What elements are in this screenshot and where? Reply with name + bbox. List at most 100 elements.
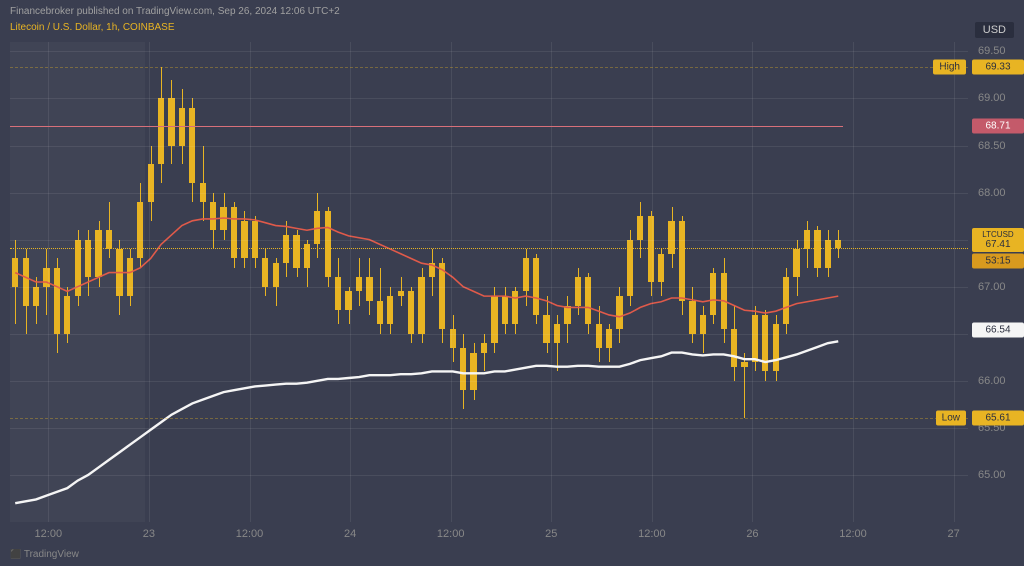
countdown-badge: 53:15: [972, 254, 1024, 269]
candle-body: [439, 263, 445, 329]
current-price-badge: LTCUSD67.41: [972, 228, 1024, 252]
ma-white-badge: 66.54: [972, 323, 1024, 338]
y-tick-label: 69.50: [972, 45, 1024, 57]
candle-body: [127, 258, 133, 296]
chart-container: Financebroker published on TradingView.c…: [0, 0, 1024, 566]
candle-body: [95, 230, 101, 277]
candle-body: [585, 277, 591, 324]
candle-body: [596, 324, 602, 348]
candle-body: [679, 221, 685, 301]
resistance-badge: 68.71: [972, 118, 1024, 133]
x-tick-label: 25: [545, 528, 557, 540]
candle-body: [741, 362, 747, 367]
candle-body: [721, 273, 727, 329]
candle-body: [158, 98, 164, 164]
grid-line: [149, 42, 150, 522]
candle-body: [658, 254, 664, 282]
candle-body: [85, 240, 91, 278]
candle-body: [575, 277, 581, 305]
candle-body: [637, 216, 643, 240]
grid-line: [250, 42, 251, 522]
candle-body: [606, 329, 612, 348]
candle-body: [262, 258, 268, 286]
candle-body: [387, 296, 393, 324]
high-price-badge: 69.33: [972, 60, 1024, 75]
grid-line: [451, 42, 452, 522]
grid-line: [350, 42, 351, 522]
grid-line: [10, 240, 968, 241]
tradingview-logo: ⬛ TradingView: [10, 549, 79, 560]
grid-line: [10, 146, 968, 147]
candle-body: [491, 296, 497, 343]
candle-body: [429, 263, 435, 277]
candle-body: [793, 249, 799, 277]
resistance-line: [10, 126, 843, 127]
y-tick-label: 65.00: [972, 469, 1024, 481]
plot-area[interactable]: [10, 42, 968, 522]
candle-body: [366, 277, 372, 301]
x-tick-label: 12:00: [437, 528, 465, 540]
x-tick-label: 24: [344, 528, 356, 540]
candle-body: [502, 296, 508, 324]
publisher-text: Financebroker published on TradingView.c…: [10, 6, 340, 17]
ma-overlay: [10, 42, 968, 522]
candle-body: [398, 291, 404, 296]
candle-body: [33, 287, 39, 306]
candle-body: [335, 277, 341, 310]
candle-body: [210, 202, 216, 230]
candle-body: [460, 348, 466, 390]
grid-line: [10, 475, 968, 476]
candle-body: [377, 301, 383, 325]
candle-body: [700, 315, 706, 334]
grid-line: [10, 428, 968, 429]
candle-body: [54, 268, 60, 334]
candle-body: [408, 291, 414, 333]
candle-body: [470, 353, 476, 391]
grid-line: [10, 98, 968, 99]
candle-body: [762, 315, 768, 371]
candle-body: [116, 249, 122, 296]
y-tick-label: 69.00: [972, 92, 1024, 104]
grid-line: [752, 42, 753, 522]
y-tick-label: 68.00: [972, 187, 1024, 199]
grid-line: [10, 334, 968, 335]
candle-body: [23, 258, 29, 305]
y-tick-label: 68.50: [972, 140, 1024, 152]
candle-body: [137, 202, 143, 258]
candle-body: [616, 296, 622, 329]
current-price-line: [10, 248, 968, 249]
pair-label: Litecoin / U.S. Dollar, 1h, COINBASE: [10, 22, 175, 33]
candle-body: [512, 291, 518, 324]
grid-line: [853, 42, 854, 522]
x-tick-label: 12:00: [638, 528, 666, 540]
candle-body: [168, 98, 174, 145]
grid-line: [10, 287, 968, 288]
candle-body: [64, 296, 70, 334]
candle-body: [543, 315, 549, 343]
grid-line: [10, 381, 968, 382]
grid-line: [551, 42, 552, 522]
x-tick-label: 12:00: [236, 528, 264, 540]
candle-body: [481, 343, 487, 352]
grid-line: [10, 193, 968, 194]
x-tick-label: 12:00: [839, 528, 867, 540]
y-tick-label: 67.00: [972, 281, 1024, 293]
candle-body: [710, 273, 716, 315]
candle-body: [12, 258, 18, 286]
candle-body: [773, 324, 779, 371]
grid-line: [10, 51, 968, 52]
candle-body: [783, 277, 789, 324]
candle-body: [231, 207, 237, 259]
x-tick-label: 23: [143, 528, 155, 540]
x-tick-label: 27: [948, 528, 960, 540]
candle-body: [825, 240, 831, 268]
grid-line: [48, 42, 49, 522]
candle-body: [220, 207, 226, 231]
currency-badge: USD: [975, 22, 1014, 38]
candle-body: [356, 277, 362, 291]
candle-body: [564, 306, 570, 325]
low-price-badge: 65.61: [972, 410, 1024, 425]
candle-body: [325, 211, 331, 277]
y-tick-label: 66.00: [972, 375, 1024, 387]
x-tick-label: 26: [746, 528, 758, 540]
